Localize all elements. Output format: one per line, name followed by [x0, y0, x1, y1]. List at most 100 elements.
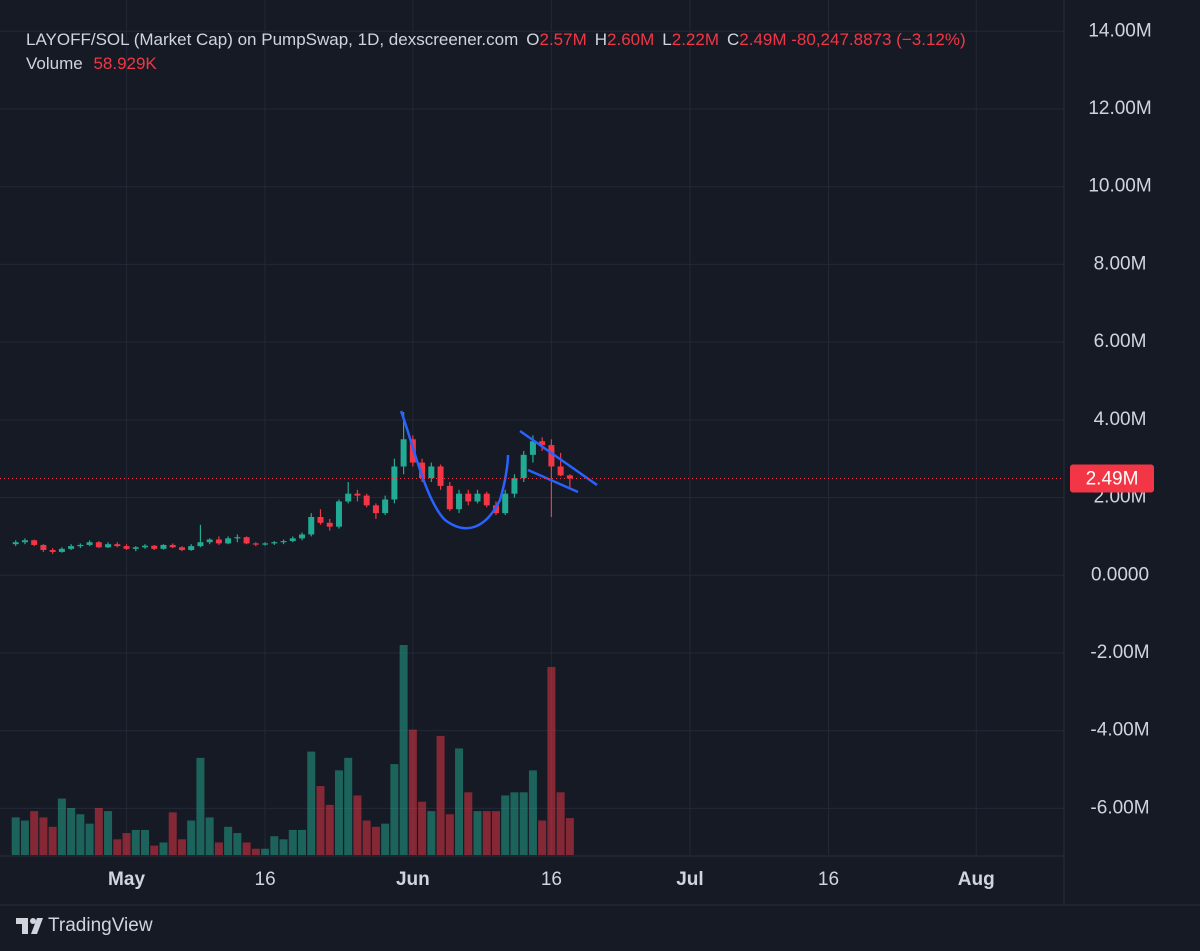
candle-body	[289, 538, 296, 542]
volume-bar	[20, 820, 29, 855]
y-tick-label: 10.00M	[1088, 176, 1151, 197]
grid	[0, 0, 1064, 855]
volume-bar	[547, 666, 556, 855]
volume-bar	[371, 826, 380, 855]
x-tick-label: 16	[541, 869, 562, 890]
volume-bar	[288, 829, 297, 855]
y-tick-label: -4.00M	[1090, 720, 1149, 741]
x-tick-label: Aug	[958, 869, 995, 890]
volume-bar	[196, 757, 205, 855]
candle-body	[12, 542, 19, 545]
volume-bar	[344, 757, 353, 855]
candle-body	[243, 537, 250, 544]
candle-body	[299, 534, 306, 539]
volume-bar	[381, 823, 390, 855]
volume-bar	[251, 848, 260, 855]
volume-bar	[307, 751, 316, 855]
volume-bar	[233, 833, 242, 855]
volume-bar	[362, 820, 371, 855]
candle-body	[326, 522, 333, 527]
candle-body	[160, 544, 167, 549]
volume-bar	[473, 811, 482, 855]
candle-body	[437, 466, 444, 486]
volume-bar	[224, 826, 233, 855]
candle-body	[262, 543, 269, 545]
volume-bar	[565, 818, 574, 855]
volume-bar	[48, 826, 57, 855]
candle-body	[566, 475, 573, 479]
candle-body	[105, 544, 112, 548]
volume-bar	[427, 811, 436, 855]
readout-value: 2.60M	[607, 30, 655, 49]
volume-bar	[122, 833, 131, 855]
volume-bar	[67, 807, 76, 855]
volume-bar	[214, 842, 223, 855]
candle-body	[483, 493, 490, 506]
candle-body	[474, 493, 481, 502]
candle-body	[372, 505, 379, 514]
candle-body	[95, 542, 102, 548]
x-tick-label: 16	[255, 869, 276, 890]
volume-bar	[538, 820, 547, 855]
candle-body	[520, 454, 527, 479]
candle-body	[529, 441, 536, 455]
candle-body	[548, 445, 555, 467]
last-price-badge	[1070, 464, 1154, 493]
volume-bar	[501, 795, 510, 855]
axes: 14.00M12.00M10.00M8.00M6.00M4.00M2.00M0.…	[0, 20, 1154, 890]
candle-body	[49, 550, 56, 552]
volume-bar	[168, 812, 177, 855]
candle-body	[345, 493, 352, 502]
legend-header: LAYOFF/SOL (Market Cap) on PumpSwap, 1D,…	[26, 28, 966, 76]
candle-body	[225, 538, 232, 544]
volume-bar	[94, 807, 103, 855]
x-tick-label: May	[108, 869, 145, 890]
y-tick-label: 0.0000	[1091, 564, 1149, 585]
symbol-title: LAYOFF/SOL (Market Cap) on PumpSwap, 1D,…	[26, 30, 519, 49]
volume-bar	[187, 820, 196, 855]
readout-key: C	[726, 30, 740, 49]
candle-body	[151, 545, 158, 549]
candle-body	[557, 466, 564, 476]
readout-key: O	[526, 30, 540, 49]
candle-body	[234, 537, 241, 539]
candle-body	[178, 547, 185, 551]
brand-logo	[16, 918, 43, 934]
readout-value: 2.49M	[739, 30, 787, 49]
candle-body	[382, 499, 389, 514]
volume-bar	[491, 811, 500, 855]
candle-body	[252, 543, 259, 545]
candle-body	[142, 545, 149, 548]
candle-body	[31, 540, 38, 545]
readout-value: 2.22M	[671, 30, 719, 49]
volume-bar	[159, 842, 168, 855]
candle-body	[502, 493, 509, 514]
candle-body	[206, 539, 213, 543]
volume-bar	[455, 748, 464, 855]
candle-body	[456, 493, 463, 510]
volume-bar	[464, 792, 473, 855]
volume-bar	[30, 811, 39, 855]
y-tick-label: 8.00M	[1094, 253, 1147, 274]
volume-bar	[482, 811, 491, 855]
volume-bar	[261, 848, 270, 855]
volume-bar	[104, 811, 113, 855]
volume-bar	[242, 842, 251, 855]
volume-bar	[57, 798, 66, 855]
last-price-label: 2.49M	[1086, 469, 1139, 490]
x-tick-label: 16	[818, 869, 839, 890]
x-tick-label: Jul	[676, 869, 703, 890]
candle-body	[40, 544, 47, 551]
volume-bar	[177, 839, 186, 855]
ohlc-readout: O2.57M H2.60M L2.22M C2.49M	[518, 30, 786, 49]
candle-body	[188, 546, 195, 551]
volume-bar	[399, 645, 408, 855]
volume-bar	[39, 817, 48, 855]
candle-body	[123, 546, 130, 549]
volume-bar	[316, 786, 325, 855]
candle-body	[68, 546, 75, 549]
candle-body	[428, 466, 435, 479]
volume-bar	[528, 770, 537, 855]
